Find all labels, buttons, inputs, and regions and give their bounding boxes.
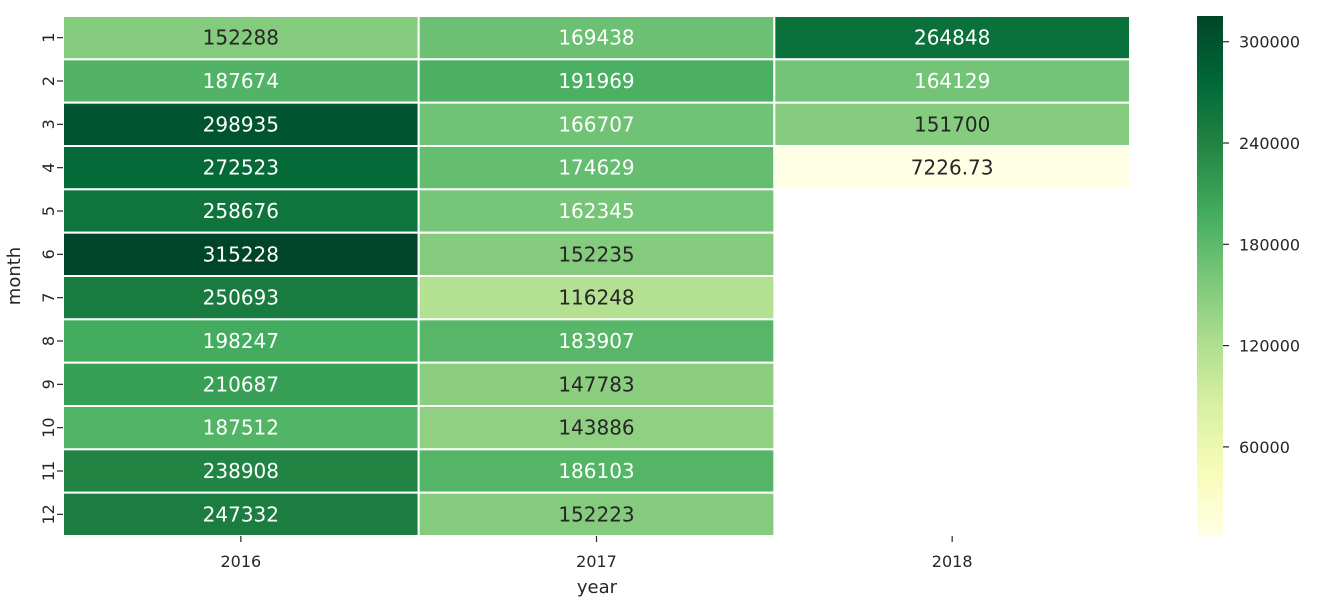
cell-value-label: 152223 <box>558 502 634 526</box>
y-tick-label: 11 <box>39 461 58 481</box>
heatmap-cell <box>417 448 776 494</box>
x-tick-label: 2016 <box>220 552 261 571</box>
colorbar-tick-label: 60000 <box>1239 438 1290 457</box>
x-axis-label: year <box>577 577 618 598</box>
heatmap-cell <box>417 15 776 61</box>
cell-value-label: 298935 <box>203 112 279 136</box>
colorbar-tick-label: 300000 <box>1239 33 1300 52</box>
cell-value-label: 7226.73 <box>911 156 994 180</box>
heatmap-cell <box>417 491 776 537</box>
cell-value-label: 258676 <box>203 199 279 223</box>
cell-value-label: 191969 <box>558 69 634 93</box>
cell-value-label: 210687 <box>203 372 279 396</box>
y-tick-label: 3 <box>39 119 58 129</box>
cell-value-label: 116248 <box>558 286 634 310</box>
colorbar-tick-label: 120000 <box>1239 337 1300 356</box>
cell-value-label: 143886 <box>558 416 634 440</box>
y-tick-label: 12 <box>39 504 58 524</box>
cell-value-label: 166707 <box>558 112 634 136</box>
heatmap-cell <box>417 231 776 278</box>
colorbar-tick-label: 240000 <box>1239 134 1300 153</box>
heatmap-cell <box>417 101 776 147</box>
cell-value-label: 164129 <box>914 69 990 93</box>
x-tick-label: 2017 <box>576 552 617 571</box>
cell-value-label: 169438 <box>558 26 634 50</box>
cell-value-label: 238908 <box>203 459 279 483</box>
y-tick-label: 8 <box>39 336 58 346</box>
cell-value-label: 315228 <box>203 242 279 266</box>
cell-value-label: 186103 <box>558 459 634 483</box>
heatmap-cell <box>62 145 420 191</box>
y-tick-label: 2 <box>39 76 58 86</box>
cell-value-label: 147783 <box>558 372 634 396</box>
cell-value-label: 250693 <box>203 286 279 310</box>
heatmap-cell <box>417 188 776 234</box>
heatmap-cell <box>417 318 776 364</box>
colorbar: 60000 120000 180000 240000 300000 <box>1197 16 1300 536</box>
y-tick-label: 9 <box>39 379 58 389</box>
heatmap-cells: 152288 169438 264848 187674 191969 164129 2989… <box>62 15 1131 537</box>
cell-value-label: 187674 <box>203 69 279 93</box>
cell-value-label: 162345 <box>558 199 634 223</box>
heatmap-cell <box>62 405 420 451</box>
cell-value-label: 198247 <box>203 329 279 353</box>
cell-value-label: 187512 <box>203 416 279 440</box>
cell-value-label: 247332 <box>203 502 279 526</box>
heatmap-cell <box>417 361 776 407</box>
y-tick-label: 6 <box>39 249 58 259</box>
cell-value-label: 152288 <box>203 26 279 50</box>
colorbar-tick-label: 180000 <box>1239 235 1300 254</box>
y-tick-label: 5 <box>39 206 58 216</box>
heatmap-cell <box>417 275 776 321</box>
cell-value-label: 174629 <box>558 156 634 180</box>
y-tick-label: 1 <box>39 33 58 43</box>
x-tick-label: 2018 <box>932 552 973 571</box>
y-tick-label: 4 <box>39 163 58 173</box>
colorbar-gradient <box>1197 16 1223 536</box>
cell-value-label: 152235 <box>558 242 634 266</box>
heatmap-cell <box>773 145 1131 191</box>
y-tick-label: 7 <box>39 293 58 303</box>
heatmap-cell <box>62 361 420 407</box>
heatmap-cell <box>62 318 420 364</box>
cell-value-label: 183907 <box>558 329 634 353</box>
y-axis-label: month <box>4 247 25 305</box>
cell-value-label: 272523 <box>203 156 279 180</box>
heatmap-cell <box>773 58 1131 104</box>
cell-value-label: 151700 <box>914 112 990 136</box>
cell-value-label: 264848 <box>914 26 990 50</box>
x-axis: 2016 2017 2018 <box>220 536 973 571</box>
heatmap-cell <box>417 405 776 451</box>
y-tick-label: 10 <box>39 417 58 437</box>
